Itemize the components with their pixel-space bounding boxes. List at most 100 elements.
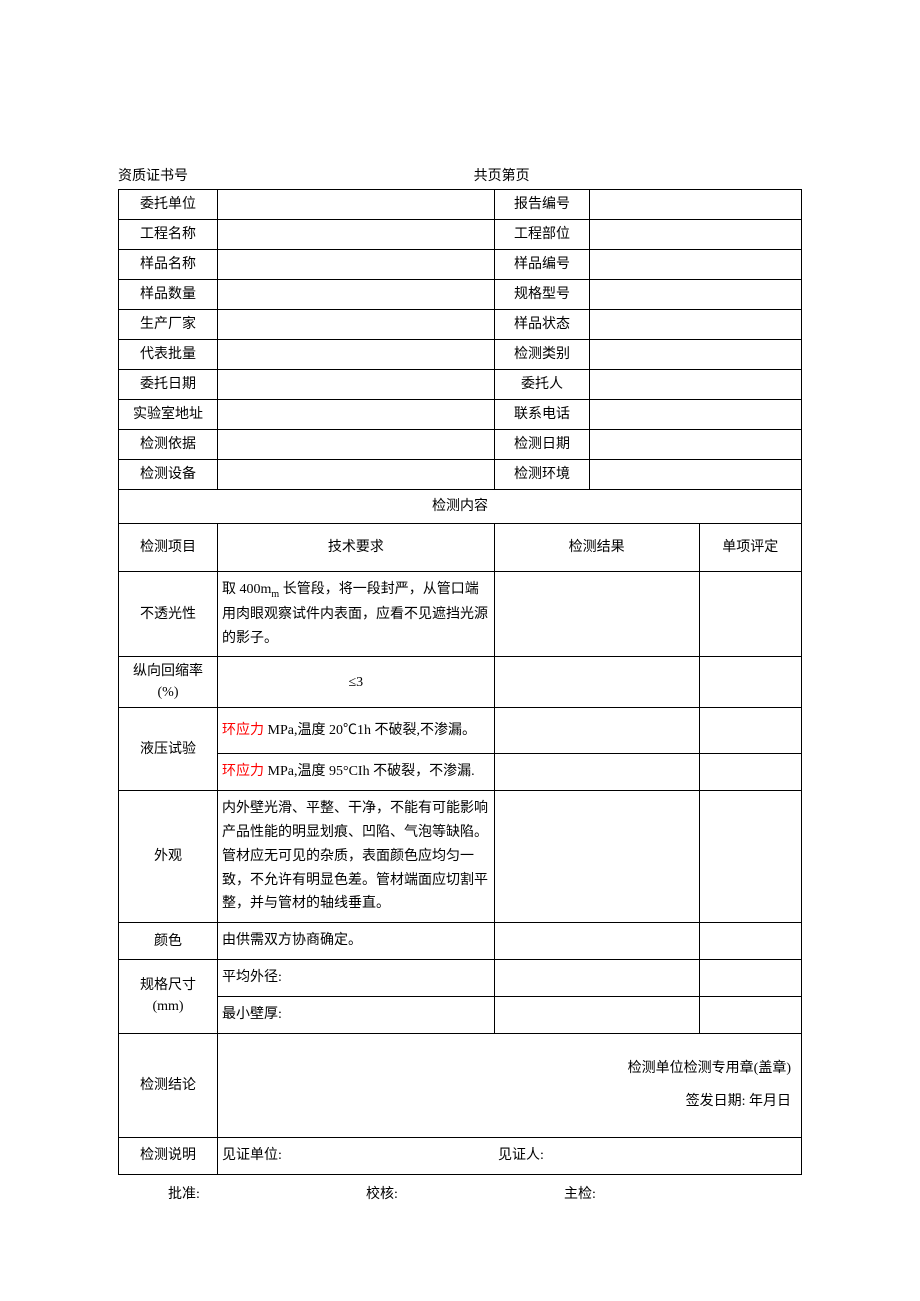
shrink-result: [494, 657, 699, 708]
spec-req-2: 最小壁厚:: [218, 996, 495, 1033]
hydro-result-2: [494, 754, 699, 791]
sample-qty-label: 样品数量: [119, 280, 218, 310]
color-eval: [699, 923, 801, 960]
appearance-req: 内外壁光滑、平整、干净，不能有可能影响产品性能的明显划痕、凹陷、气泡等缺陷。管材…: [218, 791, 495, 923]
spec-req-1: 平均外径:: [218, 959, 495, 996]
test-row-opacity: 不透光性 取 400mm 长管段，将一段封严，从管口端用肉眼观察试件内表面，应看…: [119, 572, 802, 657]
project-name-label: 工程名称: [119, 220, 218, 250]
witness-person: 见证人:: [498, 1144, 544, 1168]
report-table: 委托单位 报告编号 工程名称 工程部位 样品名称 样品编号 样品数量 规格型号 …: [118, 189, 802, 1175]
opacity-label: 不透光性: [119, 572, 218, 657]
client-label: 委托单位: [119, 190, 218, 220]
note-content: 见证单位: 见证人:: [218, 1137, 802, 1174]
batch-label: 代表批量: [119, 340, 218, 370]
sample-name-label: 样品名称: [119, 250, 218, 280]
info-row: 委托单位 报告编号: [119, 190, 802, 220]
spec-eval-1: [699, 959, 801, 996]
spec-result-1: [494, 959, 699, 996]
spec-model-label: 规格型号: [494, 280, 590, 310]
info-row: 代表批量 检测类别: [119, 340, 802, 370]
conclusion-content: 检测单位检测专用章(盖章) 签发日期: 年月日: [218, 1033, 802, 1137]
col-req: 技术要求: [218, 524, 495, 572]
info-row: 实验室地址 联系电话: [119, 400, 802, 430]
test-row-hydro-1: 液压试验 环应力 MPa,温度 20℃1h 不破裂,不渗漏。: [119, 708, 802, 754]
info-row: 检测设备 检测环境: [119, 460, 802, 490]
check-label: 校核:: [366, 1183, 564, 1203]
col-item: 检测项目: [119, 524, 218, 572]
basis-value: [218, 430, 495, 460]
manufacturer-value: [218, 310, 495, 340]
opacity-req: 取 400mm 长管段，将一段封严，从管口端用肉眼观察试件内表面，应看不见遮挡光…: [218, 572, 495, 657]
test-row-spec-1: 规格尺寸(mm) 平均外径:: [119, 959, 802, 996]
spec-eval-2: [699, 996, 801, 1033]
col-result: 检测结果: [494, 524, 699, 572]
phone-label: 联系电话: [494, 400, 590, 430]
hydro-eval-2: [699, 754, 801, 791]
conclusion-row: 检测结论 检测单位检测专用章(盖章) 签发日期: 年月日: [119, 1033, 802, 1137]
hydro-result-1: [494, 708, 699, 754]
inspect-label: 主检:: [564, 1183, 762, 1203]
appearance-eval: [699, 791, 801, 923]
entrust-person-label: 委托人: [494, 370, 590, 400]
appearance-result: [494, 791, 699, 923]
shrink-req: ≤3: [218, 657, 495, 708]
report-no-value: [590, 190, 802, 220]
col-eval: 单项评定: [699, 524, 801, 572]
section-header-row: 检测内容: [119, 490, 802, 524]
sample-no-label: 样品编号: [494, 250, 590, 280]
lab-address-label: 实验室地址: [119, 400, 218, 430]
basis-label: 检测依据: [119, 430, 218, 460]
conclusion-label: 检测结论: [119, 1033, 218, 1137]
test-type-label: 检测类别: [494, 340, 590, 370]
test-row-appearance: 外观 内外壁光滑、平整、干净，不能有可能影响产品性能的明显划痕、凹陷、气泡等缺陷…: [119, 791, 802, 923]
shrink-label: 纵向回缩率(%): [119, 657, 218, 708]
spec-result-2: [494, 996, 699, 1033]
report-no-label: 报告编号: [494, 190, 590, 220]
appearance-label: 外观: [119, 791, 218, 923]
project-name-value: [218, 220, 495, 250]
info-row: 样品名称 样品编号: [119, 250, 802, 280]
column-header-row: 检测项目 技术要求 检测结果 单项评定: [119, 524, 802, 572]
environment-value: [590, 460, 802, 490]
shrink-eval: [699, 657, 801, 708]
project-part-value: [590, 220, 802, 250]
info-row: 检测依据 检测日期: [119, 430, 802, 460]
color-result: [494, 923, 699, 960]
spec-label: 规格尺寸(mm): [119, 959, 218, 1033]
test-row-hydro-2: 环应力 MPa,温度 95°CIh 不破裂，不渗漏.: [119, 754, 802, 791]
sample-state-label: 样品状态: [494, 310, 590, 340]
manufacturer-label: 生产厂家: [119, 310, 218, 340]
hydro-label: 液压试验: [119, 708, 218, 791]
page-header: 资质证书号 共页第页: [118, 165, 802, 185]
sample-name-value: [218, 250, 495, 280]
batch-value: [218, 340, 495, 370]
color-label: 颜色: [119, 923, 218, 960]
lab-address-value: [218, 400, 495, 430]
signature-footer: 批准: 校核: 主检:: [118, 1183, 802, 1203]
client-value: [218, 190, 495, 220]
page-indicator: 共页第页: [474, 165, 802, 185]
test-row-shrink: 纵向回缩率(%) ≤3: [119, 657, 802, 708]
note-label: 检测说明: [119, 1137, 218, 1174]
equipment-label: 检测设备: [119, 460, 218, 490]
info-row: 生产厂家 样品状态: [119, 310, 802, 340]
info-row: 样品数量 规格型号: [119, 280, 802, 310]
sample-state-value: [590, 310, 802, 340]
color-req: 由供需双方协商确定。: [218, 923, 495, 960]
phone-value: [590, 400, 802, 430]
info-row: 委托日期 委托人: [119, 370, 802, 400]
test-date-label: 检测日期: [494, 430, 590, 460]
equipment-value: [218, 460, 495, 490]
approve-label: 批准:: [168, 1183, 366, 1203]
test-row-spec-2: 最小壁厚:: [119, 996, 802, 1033]
test-date-value: [590, 430, 802, 460]
hydro-req-2: 环应力 MPa,温度 95°CIh 不破裂，不渗漏.: [218, 754, 495, 791]
test-type-value: [590, 340, 802, 370]
issue-date: 签发日期: 年月日: [228, 1085, 791, 1119]
hydro-req-1: 环应力 MPa,温度 20℃1h 不破裂,不渗漏。: [218, 708, 495, 754]
sample-no-value: [590, 250, 802, 280]
project-part-label: 工程部位: [494, 220, 590, 250]
spec-model-value: [590, 280, 802, 310]
opacity-result: [494, 572, 699, 657]
cert-number-label: 资质证书号: [118, 165, 474, 185]
